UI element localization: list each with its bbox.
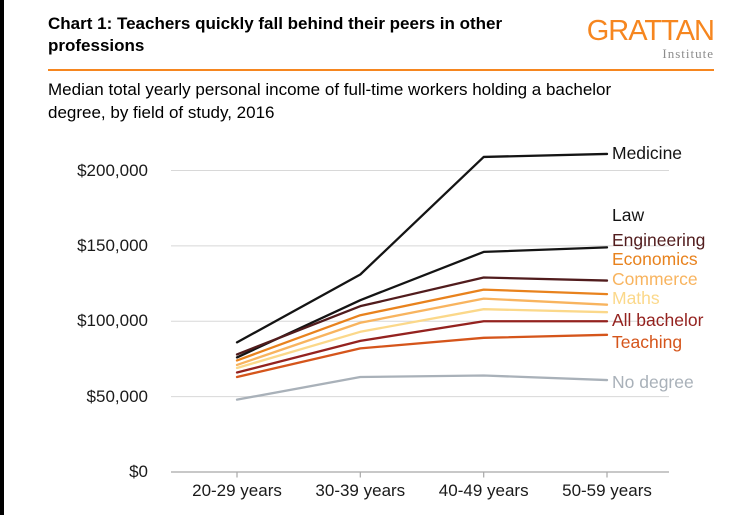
series-line-engineering: [235, 276, 609, 356]
y-axis-label-200000: $200,000: [77, 160, 148, 180]
series-line-all-bachelor: [235, 320, 609, 374]
y-axis-label-0: $0: [129, 462, 148, 481]
series-line-economics: [235, 288, 609, 362]
y-axis-label-100000: $100,000: [77, 311, 148, 331]
series-line-medicine: [235, 152, 609, 344]
series-line-law: [235, 246, 609, 359]
series-line-commerce: [235, 297, 609, 367]
x-axis-label-2: 40-49 years: [438, 481, 529, 500]
y-axis-label-150000: $150,000: [77, 235, 148, 255]
series-label-all-bachelor: All bachelor: [612, 310, 704, 330]
chart-title: Chart 1: Teachers quickly fall behind th…: [48, 14, 503, 56]
series-line-teaching: [235, 333, 609, 379]
series-label-commerce: Commerce: [612, 269, 698, 289]
grattan-logo-institute: Institute: [662, 46, 714, 62]
y-axis-label-50000: $50,000: [86, 386, 148, 406]
series-line-maths: [235, 308, 609, 370]
series-label-no-degree: No degree: [612, 372, 694, 392]
grattan-logo-wordmark: GRATTAN: [586, 15, 715, 47]
title-divider-rule: [48, 69, 714, 71]
x-axis-label-0: 20-29 years: [192, 481, 282, 500]
series-label-law: Law: [612, 205, 645, 225]
series-label-engineering: Engineering: [612, 230, 706, 250]
chart-subtitle: Median total yearly personal income of f…: [48, 80, 612, 122]
series-label-teaching: Teaching: [612, 332, 683, 352]
series-label-medicine: Medicine: [612, 143, 683, 163]
series-line-no-degree: [235, 374, 609, 401]
left-border-bar: [0, 0, 4, 515]
x-axis-label-1: 30-39 years: [315, 481, 406, 500]
x-axis-label-3: 50-59 years: [562, 481, 652, 500]
grattan-logo: GRATTAN Institute: [586, 15, 715, 62]
series-label-economics: Economics: [612, 249, 698, 269]
series-label-maths: Maths: [612, 288, 660, 308]
